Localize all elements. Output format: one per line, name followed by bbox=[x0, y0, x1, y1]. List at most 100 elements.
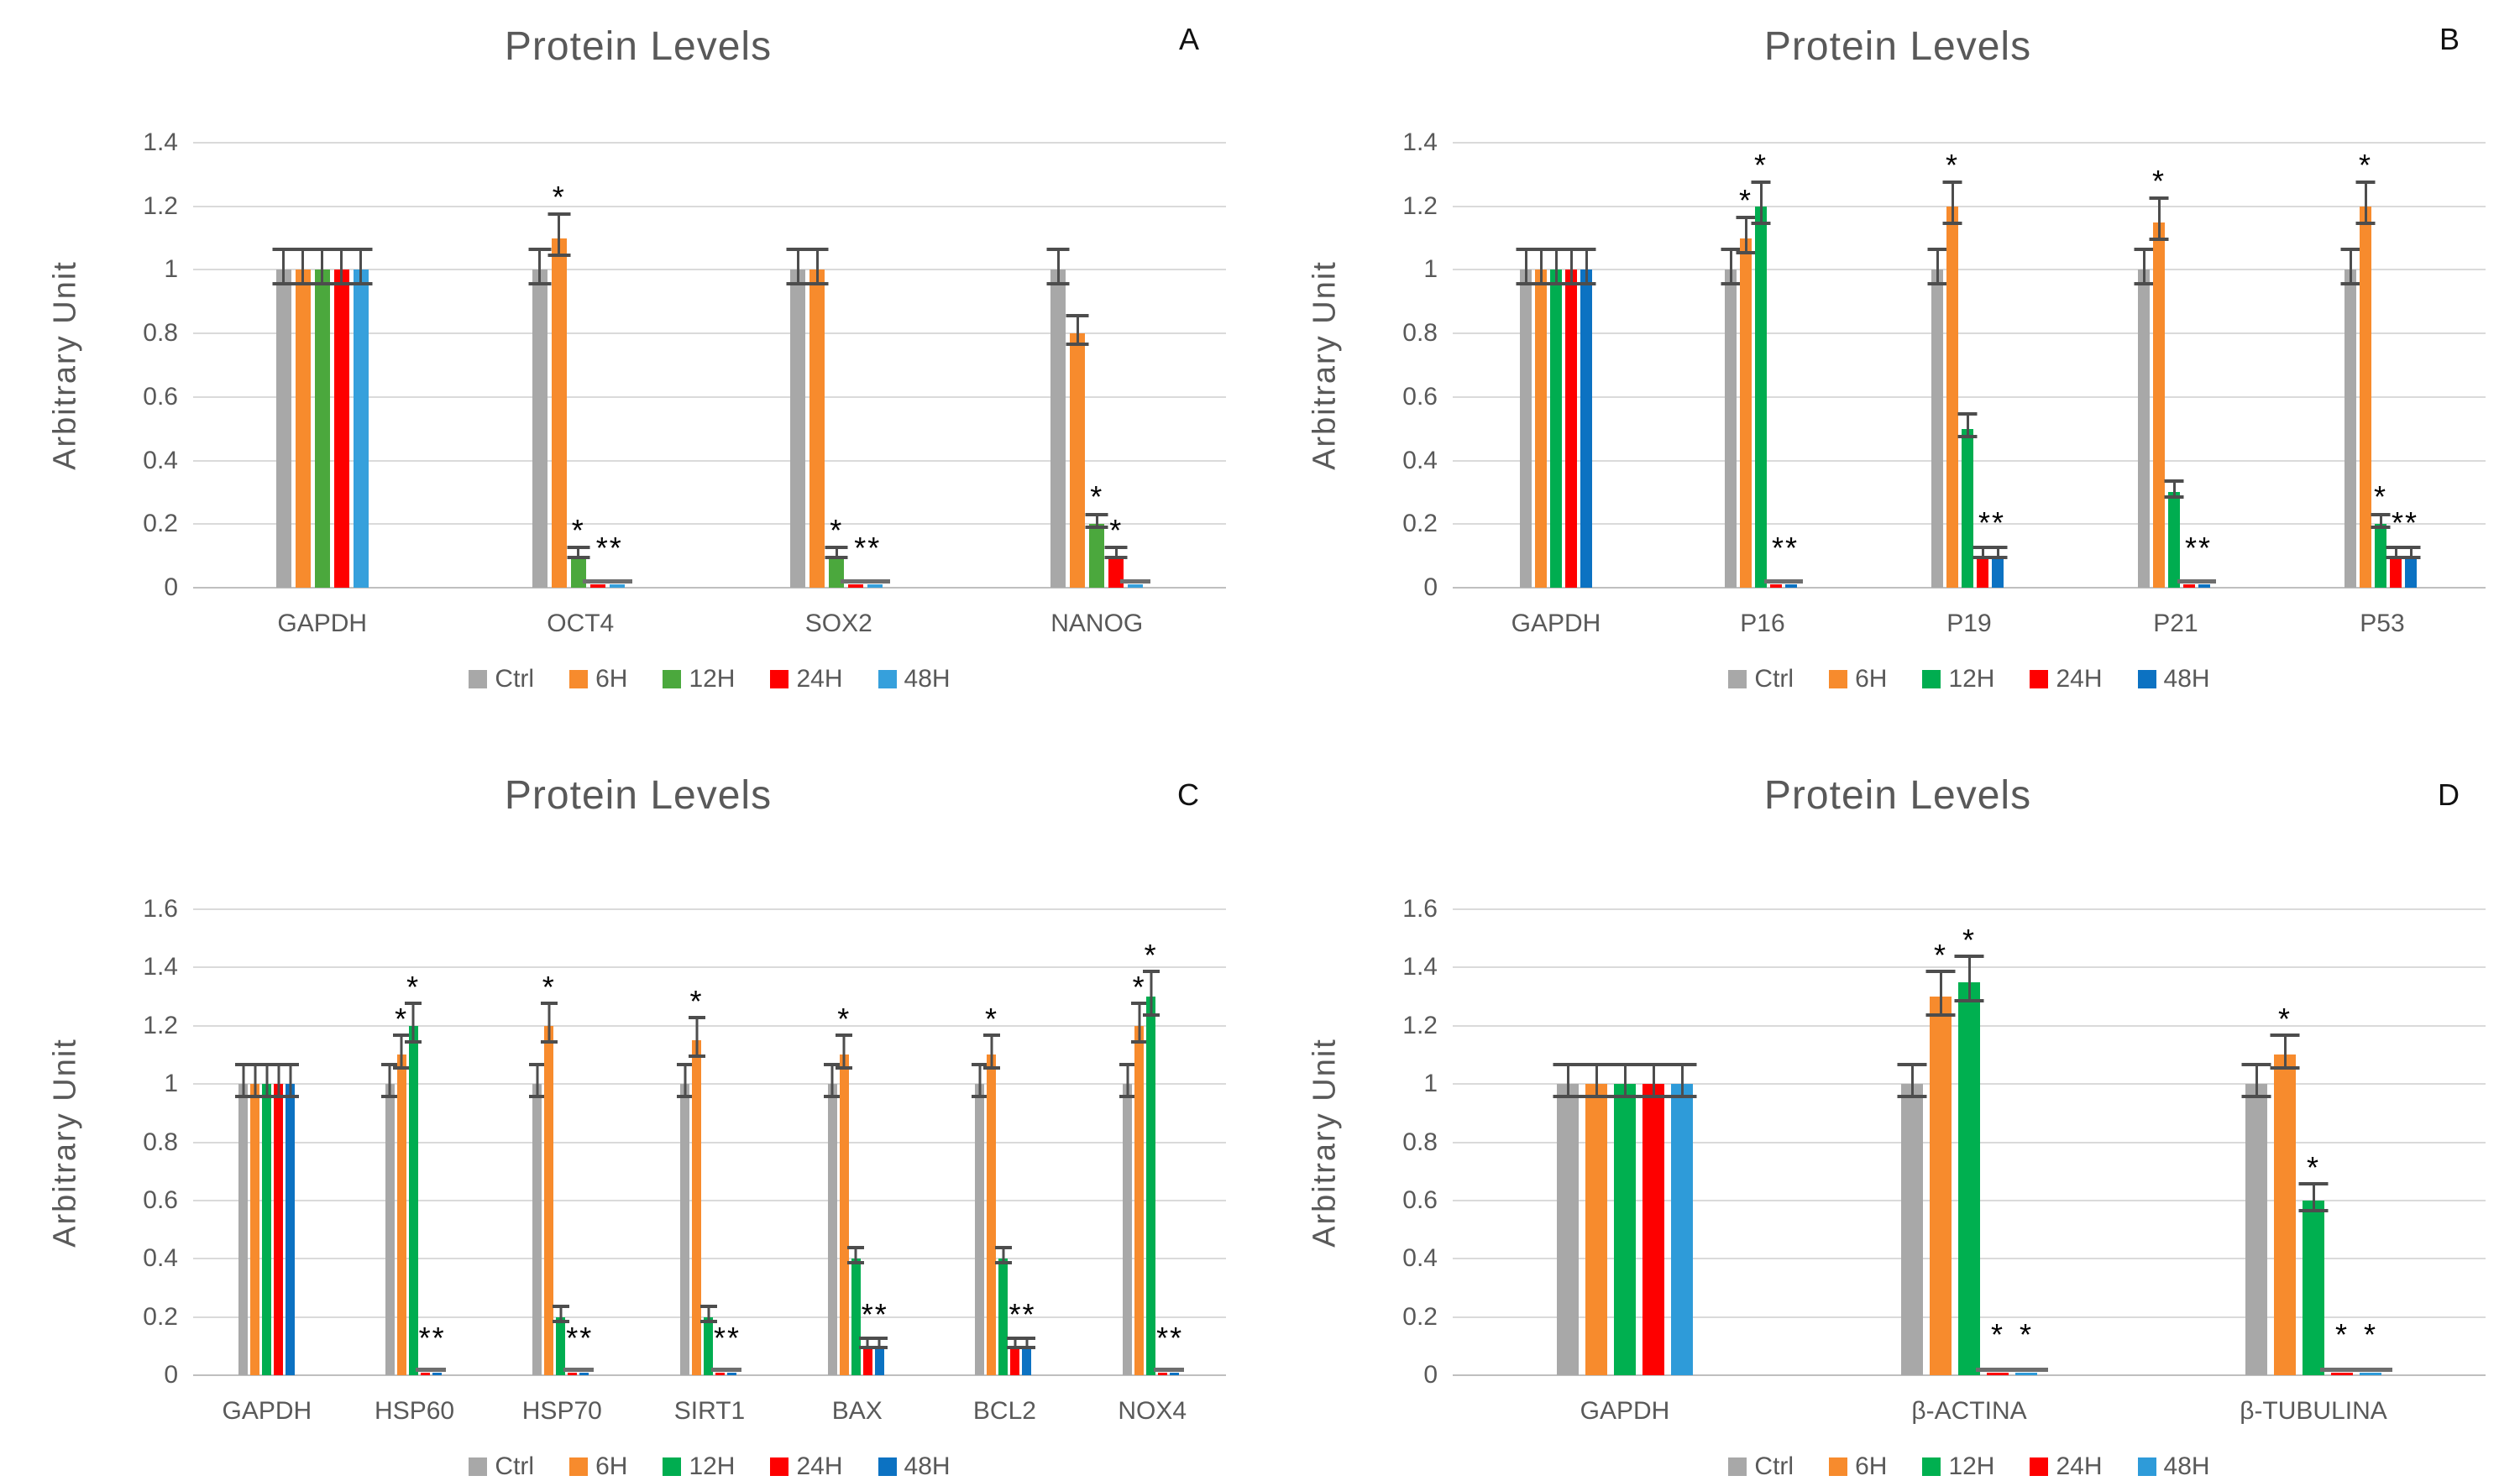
bar-slot-12h: * bbox=[405, 909, 422, 1375]
bar-24h bbox=[2390, 556, 2402, 588]
bar-48h bbox=[432, 1372, 442, 1375]
gridline bbox=[193, 459, 1226, 462]
bar-12h bbox=[570, 556, 586, 588]
significance-star: * bbox=[837, 1001, 851, 1036]
bar-12h bbox=[829, 556, 845, 588]
bar-group: * ** bbox=[710, 143, 968, 588]
bar-slot-6h: * bbox=[393, 909, 411, 1375]
significance-star: * bbox=[552, 179, 566, 214]
x-category-label: β-TUBULINA bbox=[2240, 1397, 2387, 1425]
bar-ctrl bbox=[1050, 270, 1066, 588]
bar-48h bbox=[727, 1372, 737, 1375]
significance-star-pair: ** bbox=[418, 1320, 446, 1355]
bar-48h bbox=[874, 1346, 884, 1375]
bar-ctrl bbox=[1123, 1084, 1133, 1375]
bar-12h bbox=[1755, 206, 1767, 588]
bar-slot-48h bbox=[871, 909, 888, 1375]
bar-slot-24h bbox=[841, 143, 872, 588]
error-bar bbox=[2164, 479, 2184, 499]
significance-star: * bbox=[1132, 969, 1146, 1004]
bar-slot-12h bbox=[994, 909, 1012, 1375]
error-bar bbox=[1954, 955, 1984, 1002]
error-bar bbox=[272, 247, 296, 286]
bar-slot-6h bbox=[246, 909, 264, 1375]
bar-24h bbox=[848, 584, 864, 588]
significance-star-pair: ** bbox=[1009, 1296, 1036, 1332]
significance-star: * bbox=[2151, 163, 2166, 198]
bar-ctrl bbox=[532, 270, 547, 588]
bar-slot-48h bbox=[1576, 143, 1596, 588]
error-bar-cap bbox=[427, 1367, 447, 1372]
bar-24h bbox=[1987, 1372, 2009, 1375]
bar-6h bbox=[2360, 206, 2371, 588]
error-bar bbox=[1018, 1336, 1035, 1349]
gridline bbox=[193, 142, 1226, 144]
error-bar bbox=[1561, 247, 1581, 286]
error-bar bbox=[2340, 247, 2360, 286]
legend-item-12h: 12H bbox=[663, 665, 735, 693]
y-tick-label: 0.6 bbox=[1402, 1185, 1438, 1214]
panel-d: Protein Levels D Arbitrary Unit 0 0.2 0.4 0… bbox=[1260, 737, 2520, 1480]
bar-12h bbox=[408, 1025, 418, 1375]
legend-item-48h: 48H bbox=[2137, 665, 2210, 693]
error-bar bbox=[234, 1062, 252, 1099]
bar-24h bbox=[1770, 584, 1782, 588]
legend-label: 12H bbox=[1948, 1452, 1995, 1480]
bar-slot-ctrl bbox=[2340, 143, 2360, 588]
bar-6h bbox=[551, 238, 567, 588]
bar-48h bbox=[2360, 1372, 2381, 1375]
error-bar bbox=[2298, 1182, 2329, 1212]
bar-group: * ** bbox=[2072, 143, 2279, 588]
bar-group bbox=[1453, 143, 1659, 588]
legend: Ctrl 6H 12H 24H 48H bbox=[1453, 665, 2486, 693]
bar-slot-48h bbox=[281, 909, 299, 1375]
bar-48h bbox=[1992, 556, 2004, 588]
bar-slot-48h bbox=[722, 909, 741, 1375]
bar-group: **** bbox=[2279, 143, 2486, 588]
legend-item-ctrl: Ctrl bbox=[469, 1452, 534, 1481]
bar-slot-6h bbox=[805, 143, 829, 588]
error-bar bbox=[1085, 512, 1108, 529]
error-bar bbox=[1610, 1062, 1640, 1099]
bar-slot-ctrl bbox=[676, 909, 694, 1375]
legend-item-6h: 6H bbox=[1829, 665, 1887, 693]
legend-item-12h: 12H bbox=[663, 1452, 735, 1481]
bar-6h bbox=[1070, 333, 1086, 588]
bar-48h bbox=[1128, 584, 1144, 588]
bar-6h bbox=[1930, 997, 1952, 1375]
bar-ctrl bbox=[975, 1084, 985, 1375]
panel-b: Protein Levels B Arbitrary Unit 0 0.2 0.4 0… bbox=[1260, 0, 2520, 737]
significance-star: * bbox=[571, 513, 585, 548]
gridline bbox=[193, 1199, 1226, 1201]
bar-slot-24h bbox=[1153, 909, 1172, 1375]
gridline bbox=[1453, 395, 2486, 398]
x-category-label: GAPDH bbox=[222, 1397, 312, 1425]
legend-label: 48H bbox=[2163, 1452, 2210, 1480]
legend-item-48h: 48H bbox=[878, 665, 951, 693]
legend-swatch-6h bbox=[1829, 1457, 1848, 1476]
error-bar-cap bbox=[416, 1367, 435, 1372]
y-tick-label: 0.6 bbox=[143, 382, 178, 411]
error-bar bbox=[381, 1062, 399, 1099]
bar-slot-24h: * bbox=[2320, 909, 2364, 1375]
x-category-label: HSP60 bbox=[375, 1397, 455, 1425]
bar-48h bbox=[2198, 584, 2210, 588]
error-bar bbox=[1119, 1062, 1136, 1099]
y-tick-label: 1.2 bbox=[143, 191, 178, 220]
plot-area: 0 0.2 0.4 0.6 0.8 1 1.2 1.4 * * ** * ** * ** * * ** bbox=[1402, 128, 2486, 601]
bar-slot-12h bbox=[1546, 143, 1566, 588]
y-tick-label: 0.2 bbox=[1402, 510, 1438, 538]
error-bar bbox=[699, 1304, 717, 1323]
error-bar bbox=[1546, 247, 1566, 286]
legend-label: 6H bbox=[595, 1452, 628, 1480]
significance-star-pair: ** bbox=[854, 531, 882, 566]
bar-ctrl bbox=[532, 1084, 542, 1375]
bar-slot-ctrl bbox=[528, 143, 552, 588]
bar-slot-48h: * bbox=[2349, 909, 2392, 1375]
error-bar bbox=[393, 1034, 411, 1070]
error-bar bbox=[1638, 1062, 1669, 1099]
significance-star: * bbox=[542, 969, 556, 1004]
bar-groups: * * ** * ** * ** * * ** bbox=[1453, 143, 2486, 588]
bar-6h bbox=[2274, 1054, 2296, 1375]
bar-slot-24h bbox=[416, 909, 435, 1375]
